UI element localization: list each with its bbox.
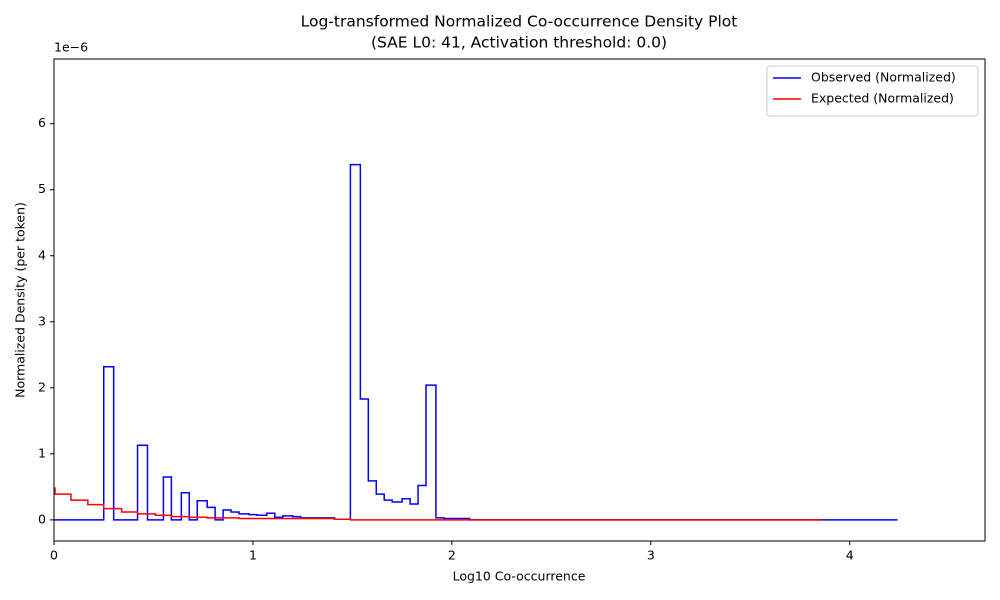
plot-frame: [53, 58, 986, 542]
chart-title: Log-transformed Normalized Co-occurrence…: [301, 13, 738, 31]
y-tick-label: 2: [38, 379, 46, 394]
x-tick-label: 4: [846, 548, 854, 563]
legend-box: [766, 65, 979, 117]
y-tick-label: 0: [38, 511, 46, 526]
step-line: [54, 487, 822, 521]
y-tick-label: 6: [38, 115, 46, 130]
y-axis-label: Normalized Density (per token): [13, 202, 28, 398]
x-tick-label: 2: [448, 548, 456, 563]
y-tick-label: 5: [38, 181, 46, 196]
y-offset-text: 1e−6: [54, 40, 88, 55]
x-tick-label: 3: [647, 548, 655, 563]
y-tick-label: 4: [38, 247, 46, 262]
legend-label: Expected (Normalized): [811, 91, 954, 106]
legend-label: Observed (Normalized): [811, 70, 956, 85]
y-tick-label: 3: [38, 313, 46, 328]
chart-subtitle: (SAE L0: 41, Activation threshold: 0.0): [371, 34, 667, 52]
step-line: [54, 163, 898, 521]
y-tick-label: 1: [38, 445, 46, 460]
x-axis-label: Log10 Co-occurrence: [453, 569, 586, 584]
x-tick-label: 1: [249, 548, 257, 563]
x-tick-label: 0: [50, 548, 58, 563]
